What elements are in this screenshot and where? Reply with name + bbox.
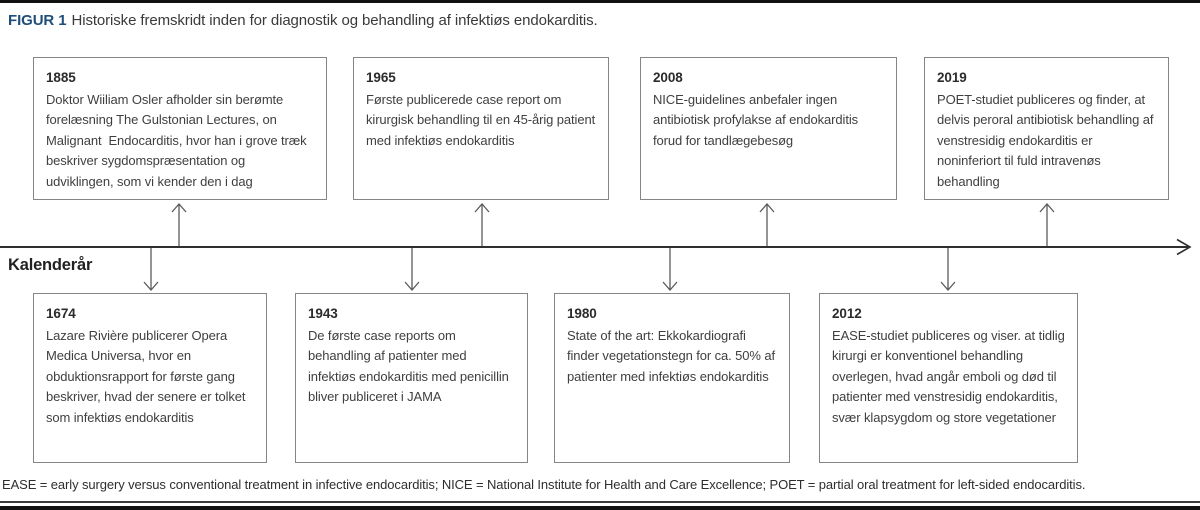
event-year: 1965 xyxy=(366,70,396,85)
figure-label: FIGUR 1 xyxy=(8,12,67,29)
event-box-1980: 1980 State of the art: Ekkokardiografi f… xyxy=(554,293,790,463)
abbreviations-note: EASE = early surgery versus conventional… xyxy=(2,477,1086,492)
event-year: 2019 xyxy=(937,70,967,85)
event-description: State of the art: Ekkokardiografi finder… xyxy=(567,327,779,384)
up-arrow-2008 xyxy=(759,203,775,246)
event-box-2019: 2019 POET-studiet publiceres og finder, … xyxy=(924,57,1169,200)
figure-caption: Historiske fremskridt inden for diagnost… xyxy=(71,12,598,29)
axis-arrowhead-icon xyxy=(1176,238,1192,256)
event-year: 2008 xyxy=(653,70,683,85)
event-description: NICE-guidelines anbefaler ingen antibiot… xyxy=(653,91,862,148)
up-arrow-2019 xyxy=(1039,203,1055,246)
event-description: POET-studiet publiceres og finder, at de… xyxy=(937,91,1157,189)
event-box-1943: 1943 De første case reports om behandlin… xyxy=(295,293,528,463)
event-description: Lazare Rivière publicerer Opera Medica U… xyxy=(46,327,249,425)
event-box-2012: 2012 EASE-studiet publiceres og viser. a… xyxy=(819,293,1078,463)
event-description: Doktor Wiiliam Osler afholder sin berømt… xyxy=(46,91,311,189)
top-rule xyxy=(0,0,1200,3)
event-year: 2012 xyxy=(832,306,862,321)
event-year: 1980 xyxy=(567,306,597,321)
event-year: 1943 xyxy=(308,306,338,321)
down-arrow-1943 xyxy=(404,248,420,291)
event-box-1965: 1965 Første publicerede case report om k… xyxy=(353,57,609,200)
up-arrow-1885 xyxy=(171,203,187,246)
down-arrow-2012 xyxy=(940,248,956,291)
event-box-1885: 1885 Doktor Wiiliam Osler afholder sin b… xyxy=(33,57,327,200)
event-box-2008: 2008 NICE-guidelines anbefaler ingen ant… xyxy=(640,57,897,200)
figure-title: FIGUR 1 Historiske fremskridt inden for d… xyxy=(8,12,598,29)
up-arrow-1965 xyxy=(474,203,490,246)
event-description: EASE-studiet publiceres og viser. at tid… xyxy=(832,327,1069,425)
axis-label: Kalenderår xyxy=(8,256,93,274)
down-arrow-1980 xyxy=(662,248,678,291)
bottom-bar xyxy=(0,506,1200,510)
down-arrow-1674 xyxy=(143,248,159,291)
event-year: 1885 xyxy=(46,70,76,85)
event-year: 1674 xyxy=(46,306,76,321)
event-box-1674: 1674 Lazare Rivière publicerer Opera Med… xyxy=(33,293,267,463)
bottom-rule xyxy=(0,501,1200,503)
event-description: Første publicerede case report om kirurg… xyxy=(366,91,599,148)
event-description: De første case reports om behandling af … xyxy=(308,327,513,405)
